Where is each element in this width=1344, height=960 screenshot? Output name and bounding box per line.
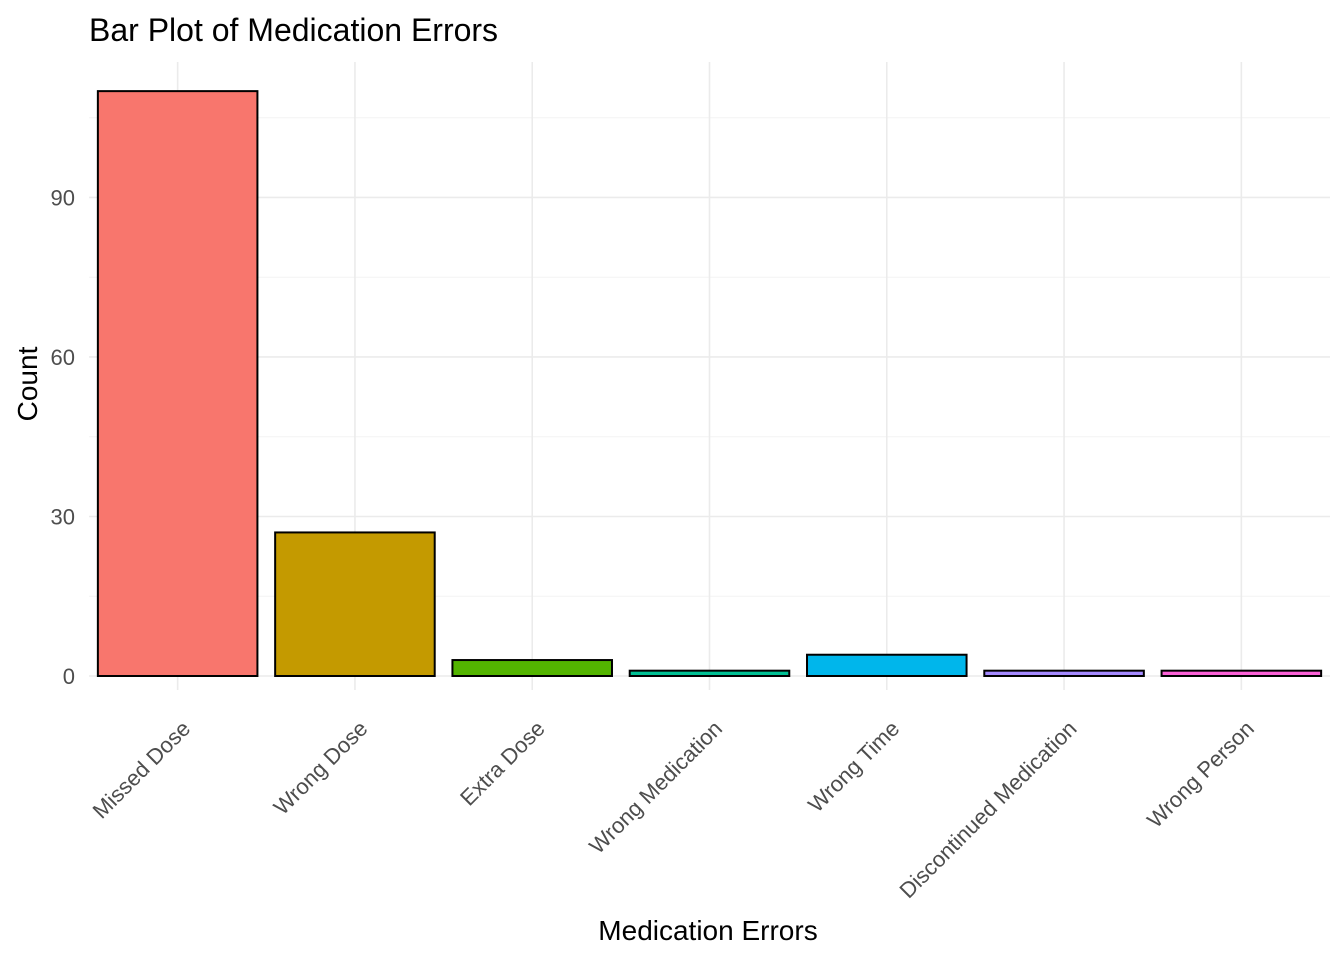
bar	[630, 671, 790, 676]
bar	[807, 655, 967, 676]
x-tick-label: Discontinued Medication	[894, 716, 1081, 903]
x-tick-label: Missed Dose	[88, 716, 196, 824]
x-axis-title: Medication Errors	[598, 915, 817, 946]
x-tick-label: Wrong Medication	[584, 716, 727, 859]
y-axis-title: Count	[12, 346, 43, 421]
x-tick-label: Wrong Person	[1142, 716, 1259, 833]
y-tick-label: 30	[51, 504, 75, 529]
y-tick-label: 0	[63, 664, 75, 689]
y-tick-label: 60	[51, 345, 75, 370]
y-axis-ticks: 0 30 60 90	[51, 185, 75, 689]
bar	[984, 671, 1144, 676]
bar	[452, 660, 612, 676]
bar	[98, 91, 258, 676]
bar	[1162, 671, 1322, 676]
bar	[275, 532, 435, 676]
x-tick-label: Extra Dose	[455, 716, 550, 811]
x-tick-label: Wrong Time	[803, 716, 904, 817]
chart-title: Bar Plot of Medication Errors	[89, 12, 498, 48]
y-tick-label: 90	[51, 185, 75, 210]
x-axis-ticks: Missed Dose Wrong Dose Extra Dose Wrong Med…	[88, 716, 1259, 903]
x-tick-label: Wrong Dose	[269, 716, 373, 820]
